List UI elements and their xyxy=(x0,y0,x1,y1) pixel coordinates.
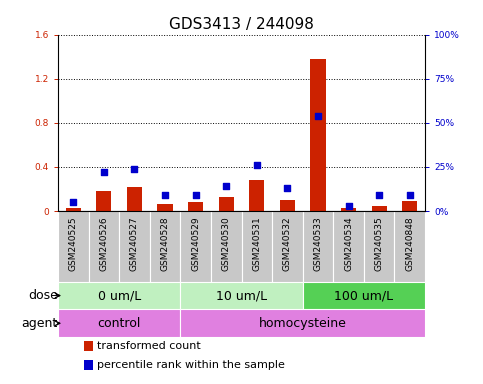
Point xyxy=(345,203,353,209)
Text: GSM240527: GSM240527 xyxy=(130,216,139,271)
Text: 100 um/L: 100 um/L xyxy=(334,289,394,302)
Bar xyxy=(88,211,119,282)
Text: dose: dose xyxy=(28,289,58,302)
Bar xyxy=(180,310,425,337)
Point xyxy=(100,169,108,175)
Text: GSM240529: GSM240529 xyxy=(191,216,200,271)
Text: GSM240534: GSM240534 xyxy=(344,216,353,271)
Bar xyxy=(58,310,180,337)
Point xyxy=(253,162,261,168)
Text: GSM240535: GSM240535 xyxy=(375,216,384,271)
Point xyxy=(130,166,138,172)
Text: GSM240531: GSM240531 xyxy=(252,216,261,271)
Text: GSM240528: GSM240528 xyxy=(160,216,170,271)
Text: control: control xyxy=(98,317,141,330)
Bar xyxy=(219,197,234,211)
Text: percentile rank within the sample: percentile rank within the sample xyxy=(97,360,284,370)
Bar xyxy=(249,180,265,211)
Bar xyxy=(119,211,150,282)
Bar xyxy=(211,211,242,282)
Bar xyxy=(395,211,425,282)
Text: GSM240532: GSM240532 xyxy=(283,216,292,271)
Bar xyxy=(364,211,395,282)
Bar xyxy=(150,211,180,282)
Bar xyxy=(180,282,303,310)
Bar xyxy=(180,211,211,282)
Text: GSM240533: GSM240533 xyxy=(313,216,323,271)
Bar xyxy=(58,211,88,282)
Point xyxy=(161,192,169,198)
Text: GSM240530: GSM240530 xyxy=(222,216,231,271)
Point xyxy=(406,192,413,198)
Text: transformed count: transformed count xyxy=(97,341,200,351)
Point xyxy=(375,192,383,198)
Text: 10 um/L: 10 um/L xyxy=(216,289,267,302)
Bar xyxy=(272,211,303,282)
Bar xyxy=(280,200,295,211)
Text: agent: agent xyxy=(22,317,58,330)
Point xyxy=(284,185,291,191)
Bar xyxy=(96,191,112,211)
Bar xyxy=(303,282,425,310)
Bar xyxy=(341,208,356,211)
Point xyxy=(222,183,230,189)
Bar xyxy=(402,201,417,211)
Bar xyxy=(66,208,81,211)
Bar xyxy=(303,211,333,282)
Text: homocysteine: homocysteine xyxy=(259,317,347,330)
Text: GSM240525: GSM240525 xyxy=(69,216,78,271)
Text: GSM240526: GSM240526 xyxy=(99,216,108,271)
Bar xyxy=(157,204,173,211)
Bar xyxy=(58,282,180,310)
Bar xyxy=(242,211,272,282)
Point xyxy=(70,199,77,205)
Bar xyxy=(84,341,93,351)
Bar xyxy=(127,187,142,211)
Bar xyxy=(333,211,364,282)
Point xyxy=(314,113,322,119)
Text: 0 um/L: 0 um/L xyxy=(98,289,141,302)
Bar xyxy=(84,360,93,370)
Text: GSM240848: GSM240848 xyxy=(405,216,414,271)
Bar xyxy=(311,59,326,211)
Point xyxy=(192,192,199,198)
Bar xyxy=(371,205,387,211)
Title: GDS3413 / 244098: GDS3413 / 244098 xyxy=(169,17,314,32)
Bar xyxy=(188,202,203,211)
